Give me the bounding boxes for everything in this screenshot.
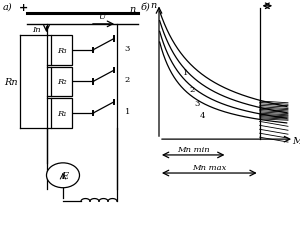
Text: n: n — [129, 4, 135, 13]
Text: n: n — [150, 1, 156, 10]
Text: U: U — [98, 14, 106, 21]
Circle shape — [46, 163, 80, 188]
Text: 3: 3 — [195, 99, 200, 107]
Text: 2: 2 — [190, 85, 195, 93]
Text: Mп min: Mп min — [177, 145, 209, 153]
Text: ΔM: ΔM — [260, 0, 275, 1]
Text: Iп: Iп — [32, 26, 40, 34]
Bar — [51, 68, 72, 97]
Text: R₂: R₂ — [57, 78, 66, 86]
Text: 1: 1 — [124, 107, 130, 115]
Text: 2: 2 — [124, 76, 130, 84]
Text: +: + — [20, 3, 28, 13]
Text: M: M — [292, 136, 300, 145]
Text: Rп: Rп — [4, 78, 17, 87]
Text: R₁: R₁ — [57, 110, 66, 118]
Text: Mп max: Mп max — [192, 163, 226, 171]
Bar — [51, 99, 72, 128]
Text: б): б) — [141, 2, 151, 11]
Text: R₃: R₃ — [57, 47, 66, 55]
Text: 4: 4 — [200, 111, 206, 119]
Text: 1: 1 — [183, 68, 189, 76]
Text: 3: 3 — [124, 44, 130, 52]
Text: E: E — [61, 171, 68, 180]
Bar — [51, 36, 72, 65]
Text: a): a) — [3, 2, 13, 11]
